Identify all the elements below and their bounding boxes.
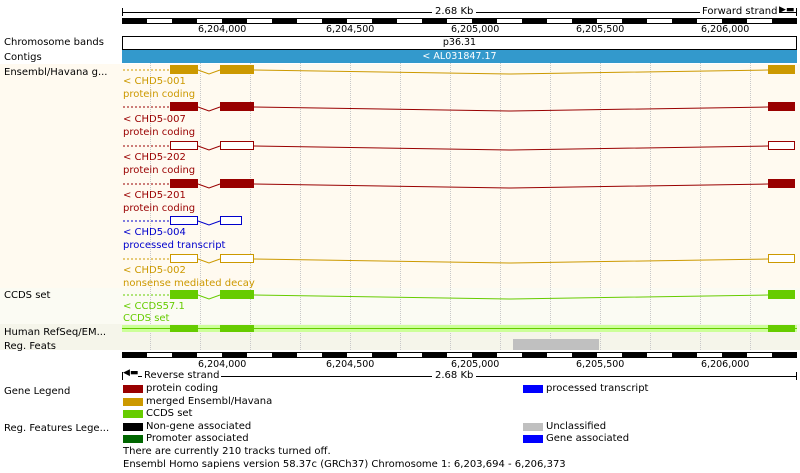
top-scale-bar: [122, 18, 797, 24]
chromosome-band[interactable]: p36.31: [122, 36, 797, 50]
ccds-sub: CCDS set: [123, 313, 170, 324]
top-tick: 6,204,000: [198, 24, 247, 35]
legend-item: protein coding: [146, 383, 219, 394]
transcript-biotype: protein coding: [123, 165, 196, 176]
bottom-tick: 6,205,000: [451, 359, 500, 370]
reverse-strand-label: Reverse strand: [142, 370, 222, 381]
track-label-reg-feats[interactable]: Reg. Feats: [4, 341, 56, 352]
bottom-scale-length: 2.68 Kb: [432, 370, 477, 381]
ccds-name[interactable]: < CCDS57.1: [123, 301, 185, 312]
legend-swatch: [523, 435, 543, 443]
bottom-tick: 6,204,500: [326, 359, 375, 370]
transcript-name[interactable]: < CHD5-202: [123, 152, 186, 163]
reg-legend-label: Reg. Features Lege...: [4, 423, 110, 434]
legend-swatch: [123, 398, 143, 406]
top-tick: 6,206,000: [701, 24, 750, 35]
transcript-name[interactable]: < CHD5-201: [123, 190, 186, 201]
legend-swatch: [123, 435, 143, 443]
legend-swatch: [123, 410, 143, 418]
legend-item: Promoter associated: [146, 433, 249, 444]
bottom-tick: 6,204,000: [198, 359, 247, 370]
legend-item: Non-gene associated: [146, 421, 252, 432]
legend-item: merged Ensembl/Havana: [146, 396, 273, 407]
legend-swatch: [123, 423, 143, 431]
transcript-biotype: protein coding: [123, 127, 196, 138]
refseq-model[interactable]: [122, 325, 797, 332]
tracks-off-note: There are currently 210 tracks turned of…: [123, 446, 331, 457]
legend-item: processed transcript: [546, 383, 649, 394]
transcript-biotype: nonsense mediated decay: [123, 278, 255, 289]
forward-strand-arrow-icon: ▶▬: [779, 5, 795, 15]
legend-item: Unclassified: [546, 421, 607, 432]
gene-legend-label: Gene Legend: [4, 386, 71, 397]
track-label-ccds-set[interactable]: CCDS set: [4, 290, 51, 301]
track-label-human-refseq[interactable]: Human RefSeq/EM...: [4, 327, 107, 338]
chromosome-band-name: p36.31: [442, 37, 477, 48]
transcript-name[interactable]: < CHD5-001: [123, 76, 186, 87]
transcript-chd5-007-model[interactable]: [123, 102, 795, 112]
transcript-name[interactable]: < CHD5-004: [123, 227, 186, 238]
track-label-contigs[interactable]: Contigs: [4, 52, 42, 63]
transcript-biotype: protein coding: [123, 203, 196, 214]
track-label-ensembl-havana[interactable]: Ensembl/Havana g...: [4, 67, 108, 78]
transcript-chd5-001-model[interactable]: [123, 65, 795, 75]
top-tick: 6,204,500: [326, 24, 375, 35]
version-info: Ensembl Homo sapiens version 58.37c (GRC…: [123, 459, 566, 470]
transcript-biotype: protein coding: [123, 89, 196, 100]
transcript-biotype: processed transcript: [123, 240, 226, 251]
transcript-name[interactable]: < CHD5-002: [123, 265, 186, 276]
top-tick: 6,205,500: [576, 24, 625, 35]
bottom-tick: 6,205,500: [576, 359, 625, 370]
transcript-chd5-004-model[interactable]: [123, 216, 242, 226]
reverse-strand-arrow-icon: ◀▬: [123, 368, 139, 378]
bottom-scale-bar: [122, 352, 797, 358]
top-tick: 6,205,000: [451, 24, 500, 35]
transcript-chd5-202-model[interactable]: [123, 141, 795, 151]
top-scale-length: 2.68 Kb: [432, 6, 477, 17]
regulatory-feature-unclassified[interactable]: [513, 339, 599, 350]
transcript-name[interactable]: < CHD5-007: [123, 114, 186, 125]
legend-item: CCDS set: [146, 408, 193, 419]
legend-swatch: [123, 385, 143, 393]
bottom-tick: 6,206,000: [701, 359, 750, 370]
transcript-chd5-002-model[interactable]: [123, 254, 795, 264]
ccds-model[interactable]: [123, 290, 795, 300]
forward-strand-label: Forward strand: [700, 6, 780, 17]
legend-swatch: [523, 385, 543, 393]
contig-name: < AL031847.17: [422, 51, 497, 62]
transcript-chd5-201-model[interactable]: [123, 179, 795, 189]
track-label-chromosome-bands[interactable]: Chromosome bands: [4, 37, 104, 48]
legend-item: Gene associated: [546, 433, 630, 444]
legend-swatch: [523, 423, 543, 431]
contig-bar[interactable]: < AL031847.17: [122, 50, 797, 63]
